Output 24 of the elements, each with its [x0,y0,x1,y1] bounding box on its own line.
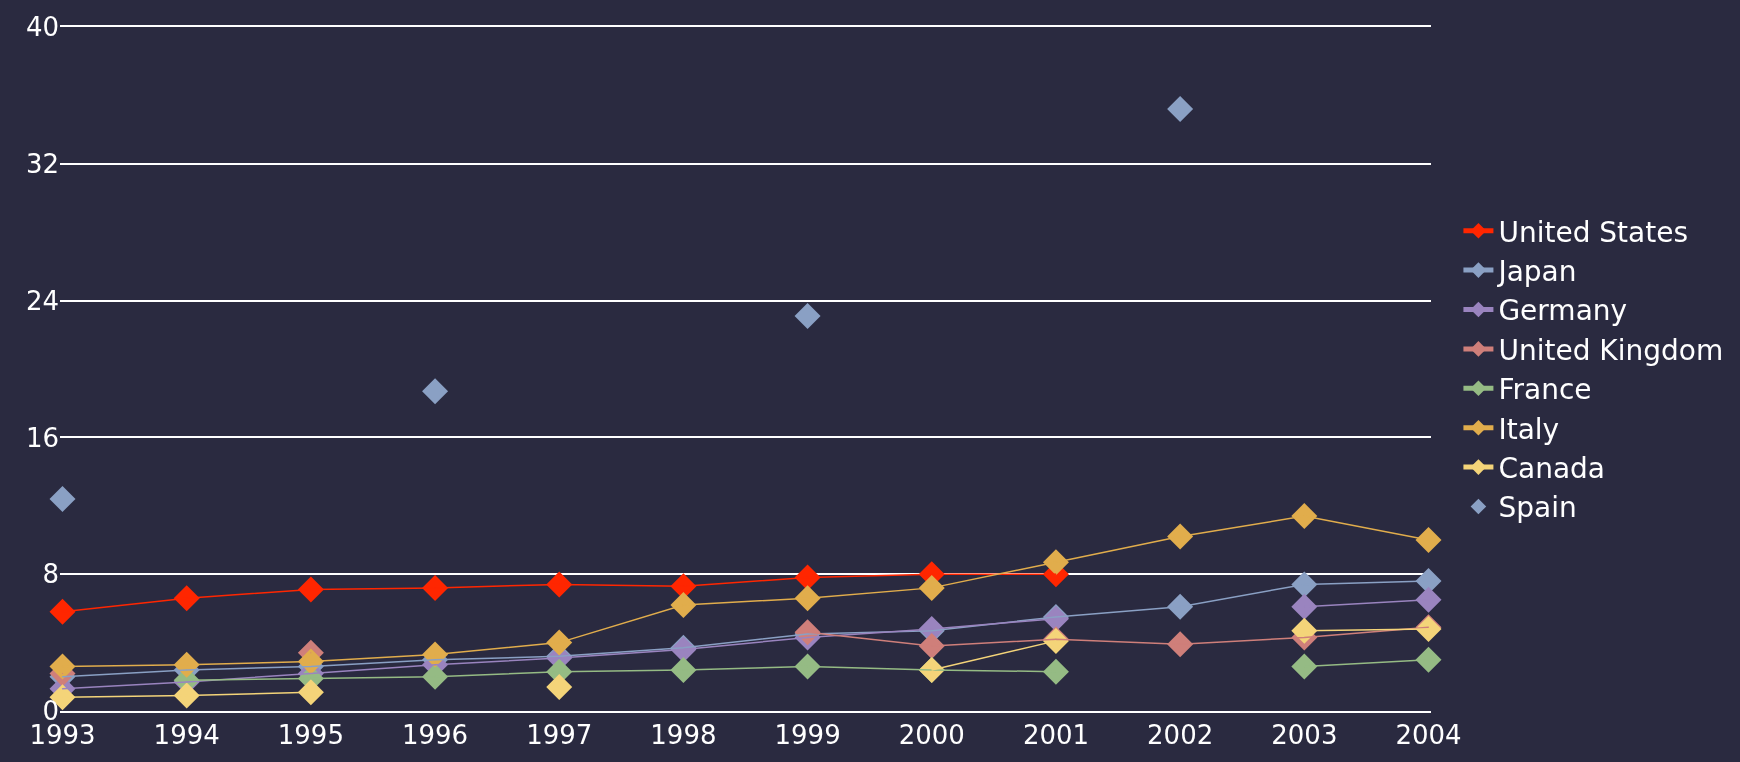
legend-label: United Kingdom [1498,333,1724,367]
legend-label: Germany [1498,294,1628,328]
x-tick-label: 1997 [526,720,593,751]
legend-label: United States [1498,215,1689,249]
legend-label: Spain [1498,491,1577,525]
y-tick-label: 16 [25,422,59,453]
y-tick-label: 24 [25,285,59,316]
x-tick-label: 2004 [1395,720,1462,751]
legend-label: Italy [1498,412,1560,446]
x-tick-label: 2002 [1147,720,1214,751]
x-tick-label: 1995 [277,720,344,751]
x-tick-label: 1999 [774,720,841,751]
legend-label: Canada [1498,452,1605,486]
y-tick-label: 32 [25,148,59,179]
y-tick-label: 40 [25,12,59,43]
x-tick-label: 1994 [153,720,220,751]
legend-label: Japan [1496,255,1577,289]
x-tick-label: 1998 [650,720,717,751]
x-tick-label: 2001 [1022,720,1090,751]
legend-label: France [1498,373,1592,407]
x-tick-label: 2000 [898,720,965,751]
y-tick-label: 8 [42,559,59,590]
x-tick-label: 1996 [401,720,469,751]
x-tick-label: 2003 [1271,720,1338,751]
